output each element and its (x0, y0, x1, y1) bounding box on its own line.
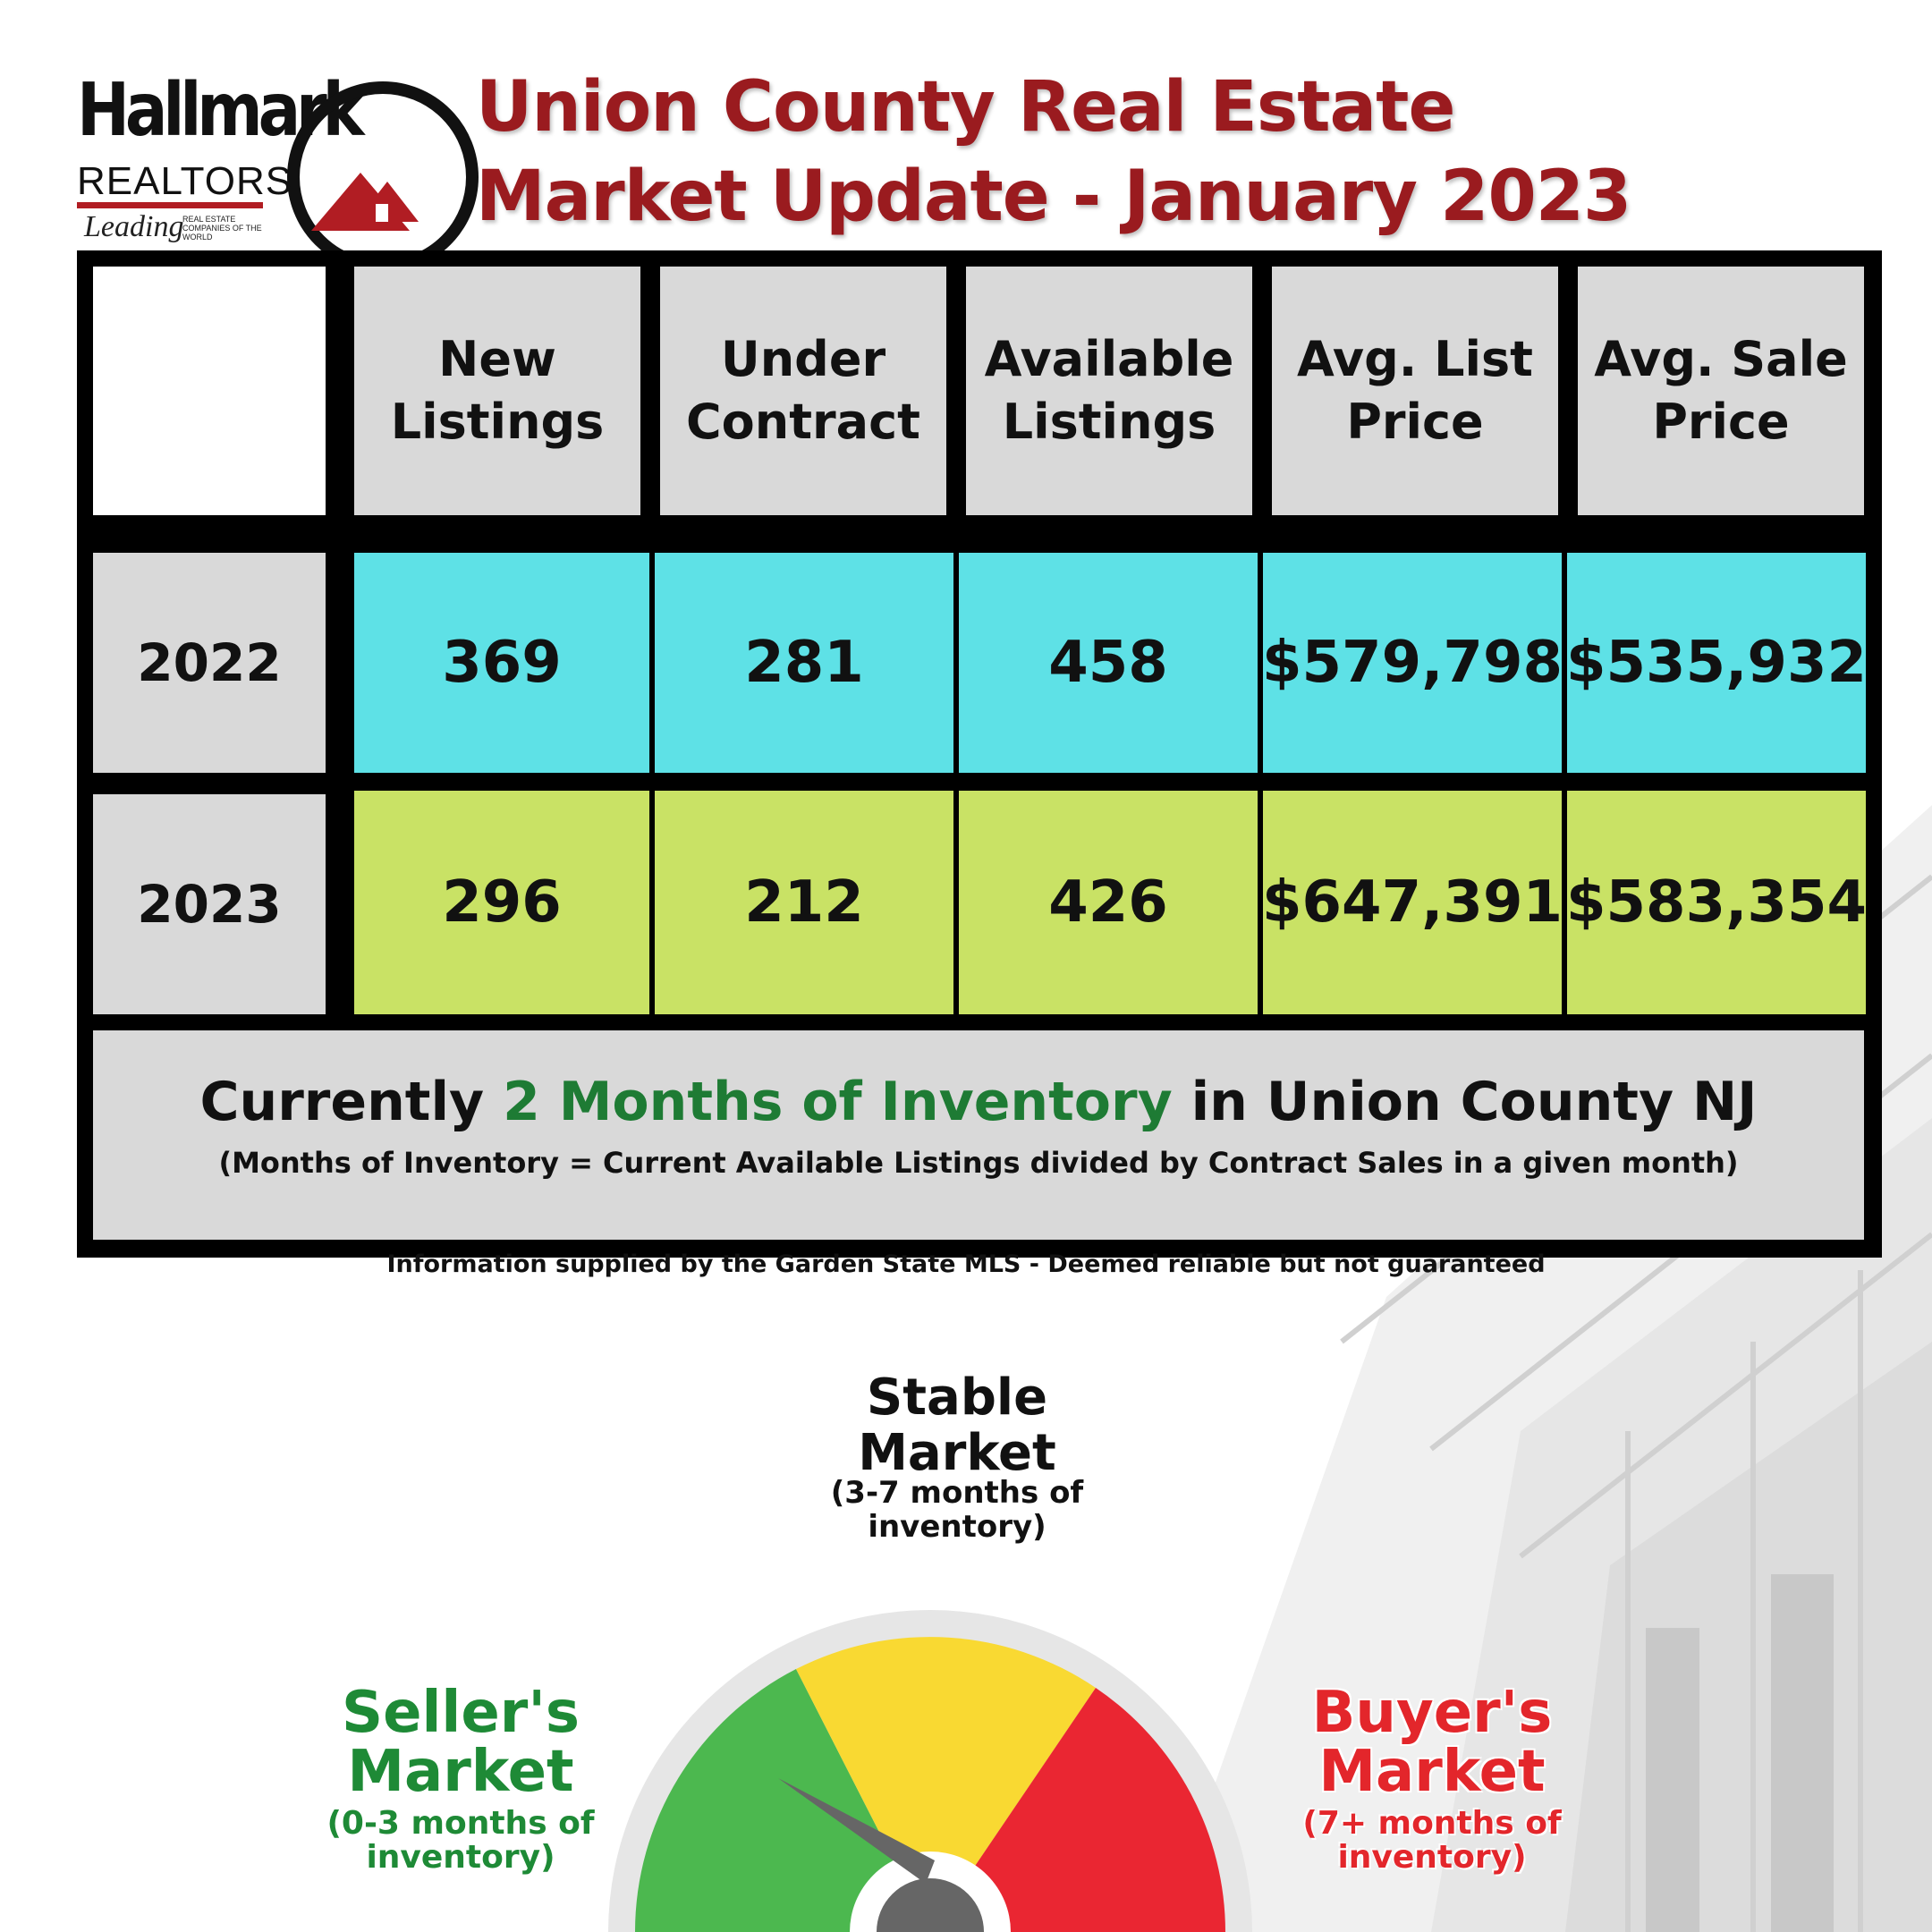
header-available-listings: Available Listings (966, 267, 1252, 515)
table-cell: 281 (655, 553, 953, 773)
table-cell: 426 (959, 791, 1258, 1014)
page-title: Union County Real Estate Market Update -… (476, 63, 1631, 242)
title-line-2: Market Update - January 2023 (476, 157, 1631, 237)
summary-headline: Currently 2 Months of Inventory in Union… (93, 1068, 1864, 1136)
buyer-market-title: Buyer's Market (1311, 1680, 1553, 1805)
seller-market-sub: (0-3 months of inventory) (326, 1805, 595, 1876)
source-disclaimer: Information supplied by the Garden State… (386, 1250, 1546, 1278)
gauge-hub (877, 1878, 984, 1932)
header-under-contract: Under Contract (660, 267, 946, 515)
row-year-2022: 2022 (93, 553, 326, 773)
summary-highlight: 2 Months of Inventory (503, 1071, 1173, 1133)
title-line-1: Union County Real Estate (476, 67, 1455, 148)
logo-leading: Leading (84, 210, 184, 243)
header-avg-sale-price: Avg. Sale Price (1578, 267, 1864, 515)
buyer-market-sub: (7+ months of inventory) (1302, 1805, 1562, 1876)
table-cell: 458 (959, 553, 1258, 773)
gauge-buyer-segment (930, 1688, 1225, 1932)
logo-divider (77, 202, 263, 208)
header-new-listings: New Listings (354, 267, 640, 515)
table-cell: 369 (354, 553, 649, 773)
inventory-summary: Currently 2 Months of Inventory in Union… (93, 1030, 1864, 1240)
table-cell: 296 (354, 791, 649, 1014)
header-blank-cell (93, 267, 326, 515)
table-cell: $583,354 (1566, 791, 1867, 1014)
hallmark-logo: Hallmark REALTORS Leading REAL ESTATE CO… (77, 66, 479, 273)
market-gauge (608, 1610, 1252, 1932)
summary-note: (Months of Inventory = Current Available… (218, 1146, 1739, 1180)
summary-prefix: Currently (199, 1071, 504, 1133)
logo-lrec: REAL ESTATE COMPANIES OF THE WORLD (182, 215, 262, 242)
table-cell: 212 (655, 791, 953, 1014)
stable-market-sub: (3-7 months of inventory) (830, 1475, 1084, 1545)
table-cell: $647,391 (1262, 791, 1563, 1014)
logo-realtors: REALTORS (77, 159, 293, 203)
table-cell: $535,932 (1566, 553, 1867, 773)
table-cell: $579,798 (1262, 553, 1563, 773)
gauge-seller-segment (635, 1669, 930, 1932)
stable-market-title: Stable Market (858, 1368, 1056, 1482)
gauge-stable-segment (796, 1637, 1096, 1932)
header-avg-list-price: Avg. List Price (1272, 267, 1558, 515)
seller-market-title: Seller's Market (341, 1680, 580, 1805)
gauge-needle (778, 1778, 935, 1884)
summary-suffix: in Union County NJ (1172, 1071, 1758, 1133)
row-year-2023: 2023 (93, 794, 326, 1014)
